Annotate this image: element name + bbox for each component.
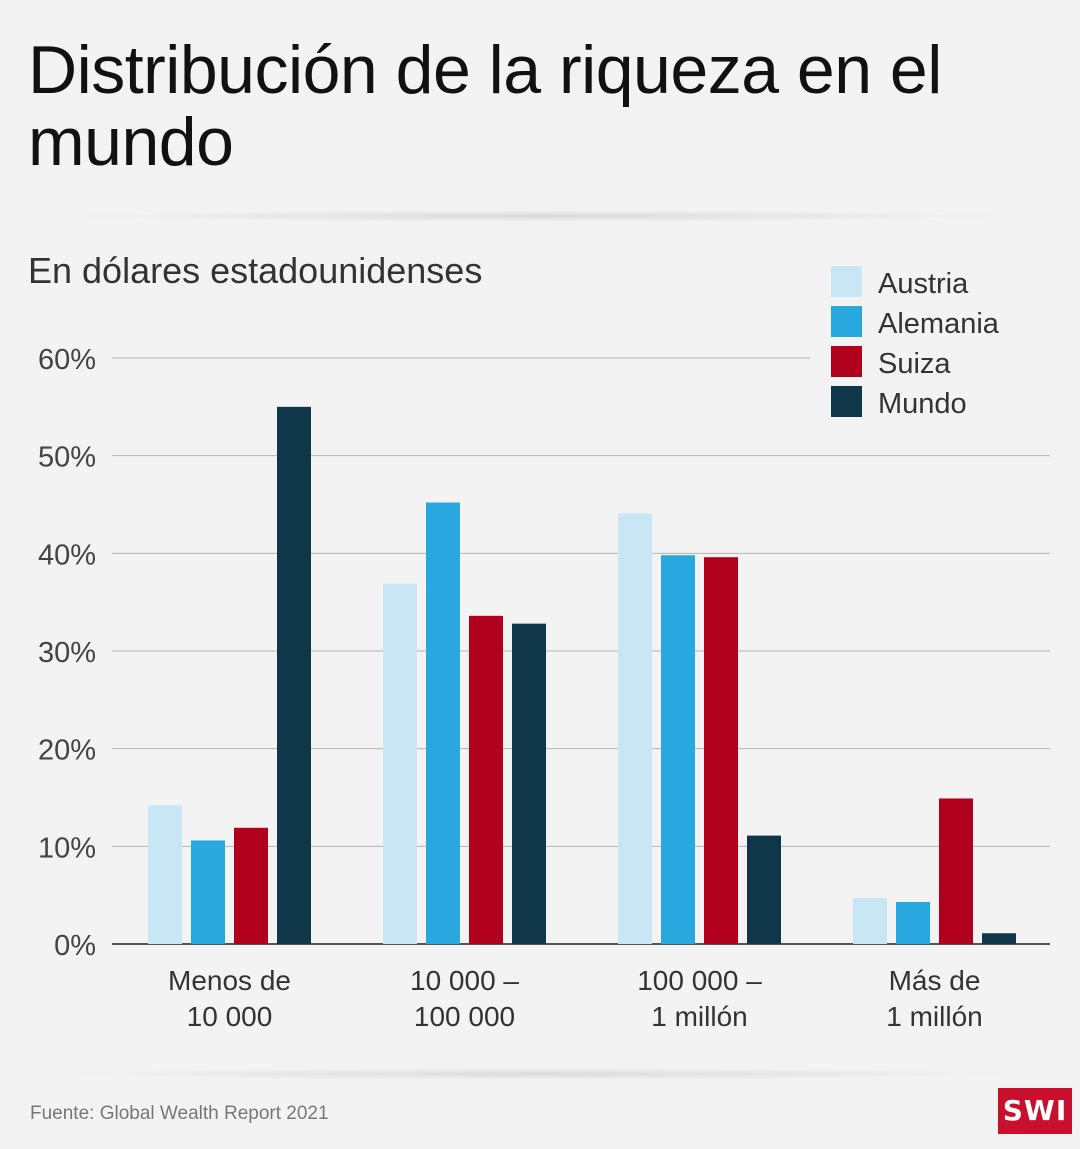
bar-mundo-1: [512, 623, 546, 944]
legend: Austria Alemania Suiza Mundo: [831, 266, 1000, 420]
bar-alemania-3: [896, 902, 930, 944]
x-tick-label: Más de: [889, 965, 981, 996]
x-tick-label: 1 millón: [651, 1001, 747, 1032]
bar-suiza-2: [704, 557, 738, 944]
y-tick-label: 0%: [54, 930, 96, 962]
legend-swatch-austria: [831, 266, 862, 297]
y-axis-ticks: 0% 10% 20% 30% 40% 50% 60%: [38, 344, 96, 962]
x-tick-label: Menos de: [168, 965, 291, 996]
y-tick-label: 20%: [38, 735, 96, 767]
bar-austria-1: [383, 583, 417, 944]
bar-mundo-0: [277, 406, 311, 944]
y-tick-label: 60%: [38, 344, 96, 376]
bar-austria-3: [853, 898, 887, 944]
legend-swatch-alemania: [831, 306, 862, 337]
bar-suiza-0: [234, 827, 268, 944]
legend-label-alemania: Alemania: [878, 308, 1000, 340]
x-tick-label: 100 000 –: [637, 965, 762, 996]
separator-top: [60, 210, 1020, 222]
legend-label-suiza: Suiza: [878, 348, 951, 380]
y-tick-label: 40%: [38, 539, 96, 571]
bars: [148, 406, 1016, 944]
x-tick-label: 10 000 –: [410, 965, 519, 996]
bar-austria-2: [618, 513, 652, 944]
bar-mundo-3: [982, 933, 1016, 944]
swi-logo: SWI: [998, 1088, 1072, 1134]
bar-alemania-2: [661, 555, 695, 944]
x-tick-label: 10 000: [187, 1001, 273, 1032]
legend-label-austria: Austria: [878, 268, 969, 300]
legend-label-mundo: Mundo: [878, 388, 967, 420]
bar-suiza-3: [939, 798, 973, 944]
y-tick-label: 10%: [38, 832, 96, 864]
y-tick-label: 50%: [38, 442, 96, 474]
legend-swatch-mundo: [831, 386, 862, 417]
page-title: Distribución de la riqueza en el mundo: [28, 32, 942, 180]
gridlines: [112, 357, 1050, 945]
legend-swatch-suiza: [831, 346, 862, 377]
bar-austria-0: [148, 805, 182, 944]
separator-bottom: [60, 1068, 1020, 1080]
bar-mundo-2: [747, 835, 781, 944]
x-axis-labels: Menos de 10 000 10 000 – 100 000 100 000 – 1 …: [168, 965, 983, 1032]
source-note: Fuente: Global Wealth Report 2021: [30, 1103, 329, 1124]
x-tick-label: 100 000: [414, 1001, 515, 1032]
x-tick-label: 1 millón: [886, 1001, 982, 1032]
chart-subtitle: En dólares estadounidenses: [28, 250, 483, 291]
y-tick-label: 30%: [38, 637, 96, 669]
bar-alemania-0: [191, 840, 225, 944]
bar-alemania-1: [426, 502, 460, 944]
bar-chart: 0% 10% 20% 30% 40% 50% 60% Menos de 10 000 10 00…: [38, 266, 1050, 1032]
bar-suiza-1: [469, 615, 503, 944]
